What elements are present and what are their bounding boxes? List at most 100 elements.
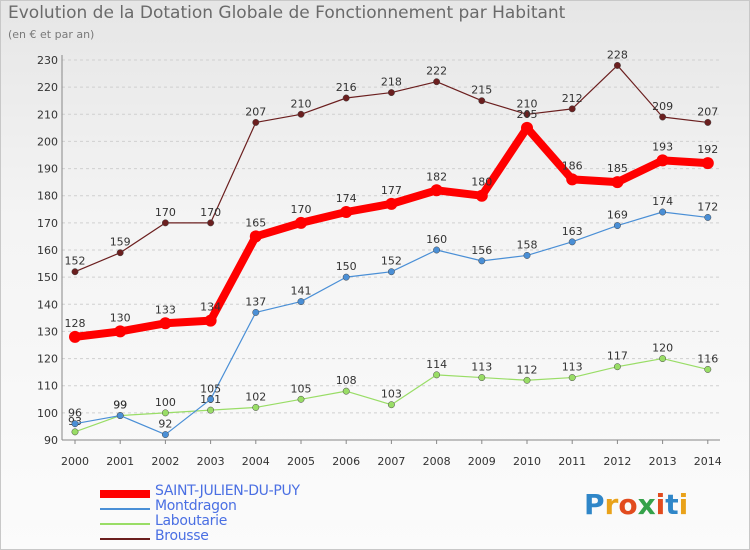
- y-tick-label: 130: [37, 325, 58, 338]
- data-point-montdragon: [252, 308, 260, 316]
- data-label-brousse: 218: [381, 76, 402, 89]
- data-label-montdragon: 92: [158, 418, 172, 431]
- data-label-laboutarie: 113: [562, 361, 583, 374]
- data-label-saint-julien-du-puy: 177: [381, 184, 402, 197]
- data-point-saint-julien-du-puy: [69, 330, 81, 343]
- x-tick-label: 2011: [558, 455, 586, 468]
- data-point-laboutarie: [523, 376, 531, 384]
- data-label-montdragon: 99: [113, 399, 127, 412]
- data-label-laboutarie: 120: [652, 342, 673, 355]
- data-label-saint-julien-du-puy: 193: [652, 140, 673, 153]
- logo-letter: i: [678, 488, 689, 521]
- logo-letter: r: [604, 488, 619, 521]
- data-label-laboutarie: 99: [113, 399, 127, 412]
- data-point-montdragon: [568, 238, 576, 246]
- logo-letter: P: [584, 488, 605, 521]
- legend-label: Laboutarie: [155, 513, 228, 529]
- data-point-montdragon: [297, 298, 305, 306]
- data-point-saint-julien-du-puy: [521, 121, 533, 134]
- data-point-laboutarie: [252, 403, 260, 411]
- data-label-montdragon: 96: [68, 407, 82, 420]
- data-point-saint-julien-du-puy: [656, 154, 669, 167]
- proxiti-logo: Proxiti: [584, 488, 688, 521]
- x-tick-label: 2006: [332, 455, 360, 468]
- data-label-saint-julien-du-puy: 185: [607, 162, 628, 175]
- data-point-montdragon: [161, 431, 169, 439]
- y-tick-label: 190: [37, 163, 58, 176]
- data-label-brousse: 170: [155, 206, 176, 219]
- y-tick-label: 230: [37, 54, 58, 67]
- data-label-montdragon: 160: [426, 233, 447, 246]
- data-point-brousse: [116, 249, 124, 257]
- y-tick-label: 200: [37, 135, 58, 148]
- x-tick-label: 2007: [377, 455, 405, 468]
- x-tick-label: 2001: [106, 455, 134, 468]
- data-label-saint-julien-du-puy: 134: [200, 301, 221, 314]
- x-tick-label: 2005: [287, 455, 315, 468]
- y-tick-label: 150: [37, 271, 58, 284]
- data-label-laboutarie: 105: [291, 382, 312, 395]
- data-point-saint-julien-du-puy: [611, 176, 624, 189]
- data-label-saint-julien-du-puy: 192: [697, 143, 718, 156]
- data-point-brousse: [568, 105, 576, 113]
- logo-letter: o: [618, 488, 638, 521]
- data-point-brousse: [387, 89, 395, 97]
- data-label-montdragon: 141: [291, 285, 312, 298]
- y-tick-label: 90: [44, 434, 58, 447]
- data-point-montdragon: [478, 257, 486, 265]
- data-label-montdragon: 150: [336, 260, 357, 273]
- data-label-laboutarie: 103: [381, 388, 402, 401]
- data-point-montdragon: [116, 412, 124, 420]
- y-tick-label: 220: [37, 81, 58, 94]
- chart-title: Evolution de la Dotation Globale de Fonc…: [8, 3, 566, 23]
- data-point-saint-julien-du-puy: [340, 206, 353, 218]
- data-label-laboutarie: 100: [155, 396, 176, 409]
- x-tick-label: 2013: [649, 455, 677, 468]
- y-tick-label: 100: [37, 407, 58, 420]
- data-point-brousse: [659, 113, 667, 121]
- data-point-brousse: [207, 219, 215, 227]
- chart-subtitle: (en € et par an): [8, 28, 95, 41]
- data-label-laboutarie: 116: [697, 352, 718, 365]
- x-tick-label: 2014: [694, 455, 722, 468]
- data-point-laboutarie: [161, 409, 169, 417]
- data-label-montdragon: 137: [245, 295, 266, 308]
- data-label-brousse: 215: [471, 84, 492, 97]
- data-label-brousse: 216: [336, 81, 357, 94]
- x-tick-label: 2004: [242, 455, 270, 468]
- x-tick-label: 2010: [513, 455, 541, 468]
- data-label-brousse: 212: [562, 92, 583, 105]
- data-point-brousse: [523, 110, 531, 118]
- data-point-saint-julien-du-puy: [475, 189, 488, 202]
- data-label-montdragon: 163: [562, 225, 583, 238]
- data-label-saint-julien-du-puy: 180: [471, 176, 492, 189]
- data-point-saint-julien-du-puy: [566, 173, 579, 186]
- x-tick-label: 2012: [603, 455, 631, 468]
- data-point-montdragon: [71, 420, 79, 428]
- data-label-brousse: 222: [426, 65, 447, 78]
- data-point-saint-julien-du-puy: [114, 325, 127, 338]
- legend-swatch: [100, 538, 150, 540]
- data-point-saint-julien-du-puy: [430, 184, 443, 197]
- data-point-laboutarie: [568, 374, 576, 382]
- data-point-laboutarie: [387, 401, 395, 409]
- logo-letter: x: [637, 488, 656, 521]
- data-point-saint-julien-du-puy: [249, 230, 262, 243]
- data-label-brousse: 210: [517, 97, 538, 110]
- data-label-montdragon: 174: [652, 195, 673, 208]
- x-tick-label: 2002: [151, 455, 179, 468]
- data-point-laboutarie: [207, 406, 215, 414]
- y-tick-label: 170: [37, 217, 58, 230]
- data-label-saint-julien-du-puy: 182: [426, 170, 447, 183]
- data-label-saint-julien-du-puy: 130: [110, 311, 131, 324]
- data-point-montdragon: [433, 246, 441, 254]
- data-point-laboutarie: [342, 387, 350, 395]
- data-point-laboutarie: [71, 428, 79, 436]
- data-label-laboutarie: 117: [607, 350, 628, 363]
- data-point-brousse: [297, 110, 305, 118]
- x-tick-label: 2008: [423, 455, 451, 468]
- legend-swatch: [100, 490, 150, 498]
- data-point-saint-julien-du-puy: [295, 216, 307, 229]
- data-label-montdragon: 169: [607, 209, 628, 222]
- data-point-saint-julien-du-puy: [204, 314, 217, 327]
